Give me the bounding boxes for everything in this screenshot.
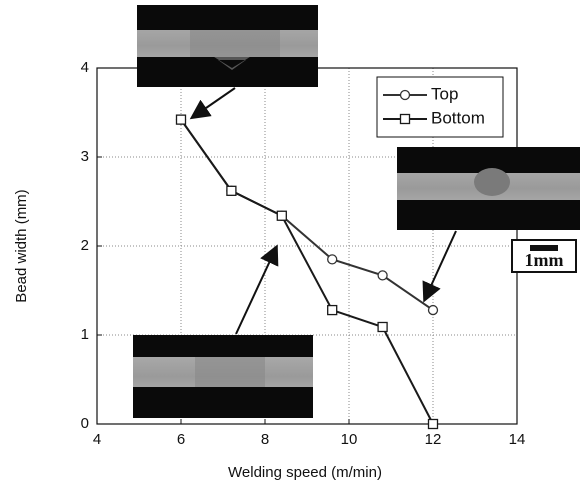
legend-label: Bottom bbox=[431, 108, 485, 127]
legend-label: Top bbox=[431, 84, 458, 103]
page: Welding speed (m/min) Bead width (mm) 1m… bbox=[0, 0, 586, 490]
y-tick-label: 2 bbox=[81, 237, 89, 254]
inset-top-left bbox=[137, 5, 318, 87]
y-axis-label: Bead width (mm) bbox=[13, 189, 30, 302]
x-axis-label: Welding speed (m/min) bbox=[228, 464, 382, 481]
x-tick-label: 12 bbox=[425, 431, 442, 448]
legend-marker bbox=[401, 115, 410, 124]
x-tick-label: 6 bbox=[177, 431, 185, 448]
y-tick-label: 4 bbox=[81, 59, 89, 76]
scale-bar: 1mm bbox=[512, 240, 576, 272]
marker bbox=[177, 115, 186, 124]
legend: Top Bottom bbox=[377, 77, 503, 137]
marker bbox=[378, 271, 387, 280]
marker bbox=[429, 420, 438, 429]
scale-bar-label: 1mm bbox=[525, 250, 564, 270]
marker bbox=[378, 322, 387, 331]
marker bbox=[227, 186, 236, 195]
marker bbox=[429, 306, 438, 315]
x-tick-label: 14 bbox=[509, 431, 526, 448]
chart: Welding speed (m/min) Bead width (mm) 1m… bbox=[0, 0, 586, 490]
marker bbox=[328, 306, 337, 315]
x-tick-label: 4 bbox=[93, 431, 101, 448]
y-tick-label: 1 bbox=[81, 326, 89, 343]
y-tick-label: 3 bbox=[81, 148, 89, 165]
inset-right bbox=[397, 147, 580, 230]
legend-marker bbox=[401, 91, 410, 100]
x-tick-label: 10 bbox=[341, 431, 358, 448]
marker bbox=[328, 255, 337, 264]
x-tick-label: 8 bbox=[261, 431, 269, 448]
marker bbox=[277, 211, 286, 220]
y-tick-label: 0 bbox=[81, 415, 89, 432]
inset-bottom-left bbox=[133, 335, 313, 418]
